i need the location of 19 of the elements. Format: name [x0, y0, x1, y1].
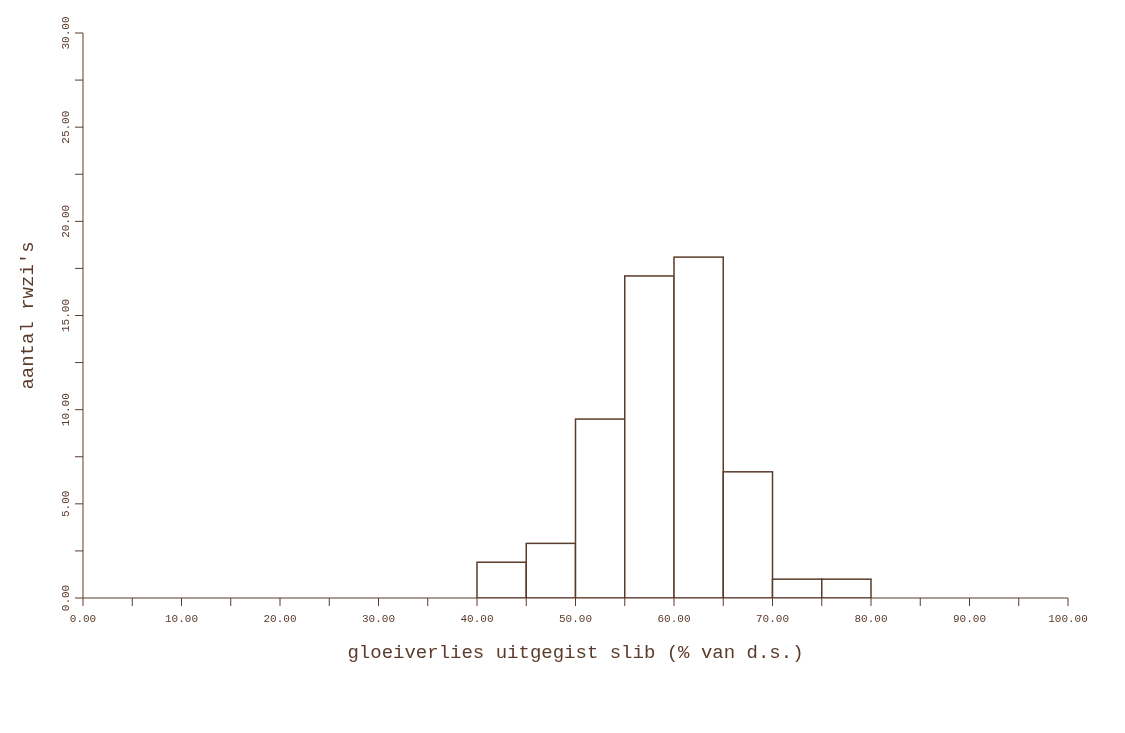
- x-axis-title: gloeiverlies uitgegist slib (% van d.s.): [347, 642, 804, 664]
- x-tick-label: 100.00: [1048, 613, 1088, 625]
- x-tick-label: 0.00: [69, 613, 97, 625]
- y-axis-title: aantal rwzi's: [16, 241, 39, 390]
- x-tick-label: 10.00: [164, 613, 199, 625]
- y-tick-label: 10.00: [60, 393, 72, 427]
- y-tick-label: 25.00: [60, 110, 72, 144]
- x-tick-label: 90.00: [952, 613, 987, 625]
- y-tick-label: 15.00: [60, 298, 72, 333]
- x-tick-label: 80.00: [854, 613, 888, 625]
- y-tick-label: 5.00: [60, 490, 72, 518]
- y-tick-label: 20.00: [60, 204, 72, 238]
- x-tick-label: 70.00: [755, 613, 790, 625]
- x-tick-label: 50.00: [558, 613, 593, 625]
- x-tick-label: 40.00: [460, 613, 494, 625]
- x-tick-label: 30.00: [361, 613, 396, 625]
- y-tick-label: 30.00: [60, 16, 72, 50]
- x-tick-label: 60.00: [657, 613, 691, 625]
- x-tick-label: 20.00: [263, 613, 297, 625]
